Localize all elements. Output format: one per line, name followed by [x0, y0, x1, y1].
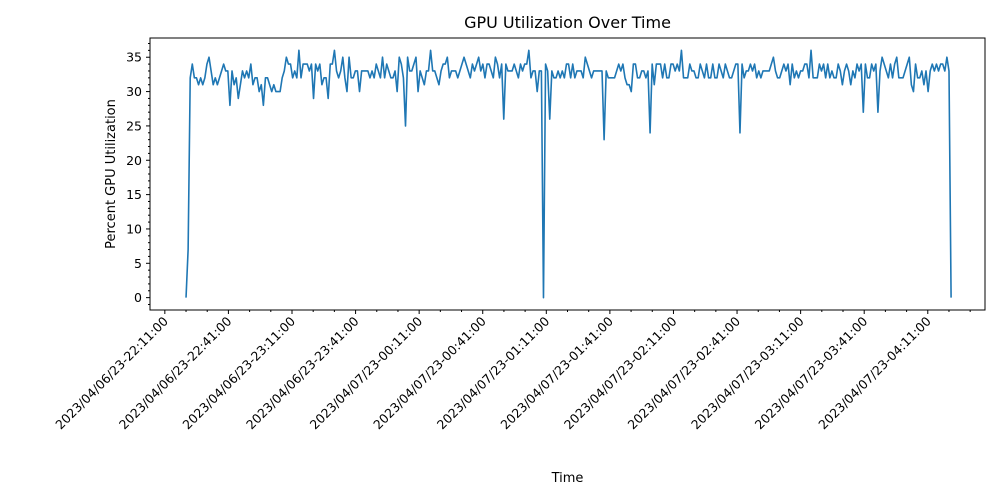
x-tick-label: 2023/04/06/23-23:41:00 — [243, 313, 362, 432]
x-tick-label: 2023/04/07/23-03:11:00 — [688, 313, 807, 432]
y-tick-label: 35 — [126, 50, 142, 65]
y-axis-label: Percent GPU Utilization — [104, 99, 119, 249]
x-tick-label: 2023/04/07/23-01:41:00 — [497, 313, 616, 432]
y-tick-label: 5 — [134, 256, 142, 271]
x-tick-label: 2023/04/06/23-22:11:00 — [52, 313, 171, 432]
chart-title: GPU Utilization Over Time — [464, 13, 671, 32]
x-tick-label: 2023/04/06/23-23:11:00 — [179, 313, 298, 432]
x-tick-label: 2023/04/07/23-04:11:00 — [815, 313, 934, 432]
x-tick-label: 2023/04/07/23-00:41:00 — [370, 313, 489, 432]
x-tick-label: 2023/04/07/23-01:11:00 — [434, 313, 553, 432]
x-tick-label: 2023/04/07/23-00:11:00 — [307, 313, 426, 432]
y-tick-label: 0 — [134, 290, 142, 305]
utilization-series-line — [185, 49, 952, 299]
y-tick-label: 20 — [126, 153, 142, 168]
x-axis-label: Time — [551, 471, 584, 486]
plot-area-frame — [149, 37, 986, 311]
x-tick-label: 2023/04/07/23-02:41:00 — [624, 313, 743, 432]
x-axis: 2023/04/06/23-22:11:002023/04/06/23-22:4… — [52, 310, 971, 432]
y-tick-label: 30 — [126, 84, 142, 99]
x-tick-label: 2023/04/07/23-02:11:00 — [561, 313, 680, 432]
y-tick-label: 10 — [126, 221, 142, 236]
y-tick-label: 15 — [126, 187, 142, 202]
x-tick-label: 2023/04/06/23-22:41:00 — [116, 313, 235, 432]
y-tick-label: 25 — [126, 118, 142, 133]
x-tick-label: 2023/04/07/23-03:41:00 — [752, 313, 871, 432]
y-axis: 0 5 10 15 20 25 30 35 — [126, 42, 150, 305]
